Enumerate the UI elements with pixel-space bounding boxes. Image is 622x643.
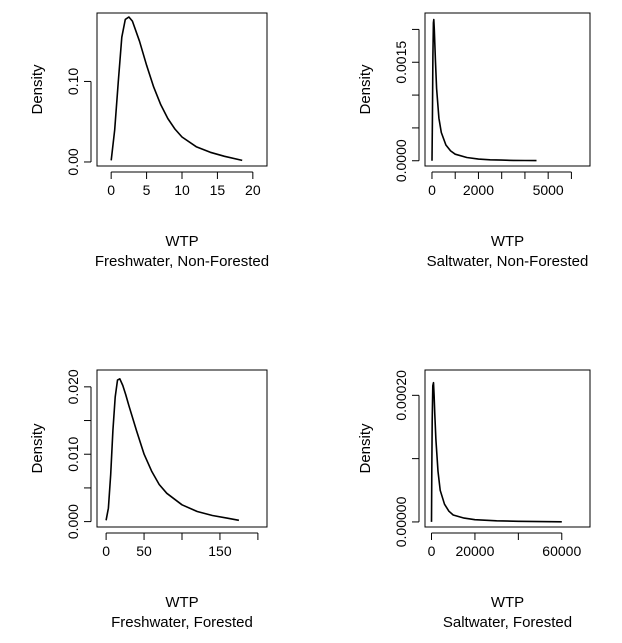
x-tick-label: 0 [428, 543, 436, 559]
plot-frame [424, 369, 591, 528]
y-tick-label: 0.0000 [393, 139, 409, 182]
y-tick-label: 0.010 [65, 437, 81, 472]
panel-subtitle: Freshwater, Forested [111, 614, 253, 631]
x-tick-label: 60000 [542, 543, 581, 559]
density-panel-4: 0 20000 60000 0.00000 0.00020 Density WTP Saltw… [357, 369, 591, 631]
panel-subtitle: Saltwater, Non-Forested [427, 253, 589, 270]
x-tick-label: 15 [210, 182, 226, 198]
panel-subtitle: Saltwater, Forested [443, 614, 572, 631]
y-tick-label: 0.00000 [393, 496, 409, 547]
y-tick-label: 0.10 [65, 68, 81, 95]
x-tick-label: 150 [208, 543, 232, 559]
y-tick-label: 0.0015 [393, 41, 409, 84]
y-tick-label: 0.020 [65, 369, 81, 404]
x-tick-label: 50 [136, 543, 152, 559]
y-axis-title: Density [357, 64, 374, 115]
x-tick-label: 2000 [463, 182, 494, 198]
density-curve [105, 377, 240, 522]
x-tick-label: 10 [174, 182, 190, 198]
x-tick-label: 20 [245, 182, 261, 198]
x-tick-label: 0 [102, 543, 110, 559]
x-tick-label: 5 [143, 182, 151, 198]
density-panel-3: 0 50 150 0.000 0.010 0.020 Density WTP Freshwate… [29, 369, 268, 631]
x-tick-label: 0 [107, 182, 115, 198]
density-curve [430, 381, 562, 523]
x-axis-title: WTP [491, 594, 524, 611]
x-tick-label: 20000 [455, 543, 494, 559]
panel-subtitle: Freshwater, Non-Forested [95, 253, 269, 270]
y-axis-title: Density [29, 64, 46, 115]
x-tick-label: 5000 [533, 182, 564, 198]
y-tick-label: 0.00020 [393, 370, 409, 421]
y-tick-label: 0.000 [65, 504, 81, 539]
density-panel-2: 0 2000 5000 0.0000 0.0015 Density WTP Saltwater… [357, 12, 591, 270]
plot-frame [424, 12, 591, 167]
density-curve [431, 18, 537, 162]
plot-frame [96, 369, 268, 528]
plot-frame [96, 12, 268, 167]
x-axis-title: WTP [491, 233, 524, 250]
x-axis-title: WTP [165, 233, 198, 250]
y-axis-title: Density [29, 423, 46, 474]
density-panel-1: 0 5 10 15 20 0.00 0.10 Density WTP Freshwater, No… [29, 12, 269, 270]
x-axis-title: WTP [165, 594, 198, 611]
y-tick-label: 0.00 [65, 148, 81, 175]
x-tick-label: 0 [428, 182, 436, 198]
y-axis-title: Density [357, 423, 374, 474]
density-curve [110, 16, 243, 162]
